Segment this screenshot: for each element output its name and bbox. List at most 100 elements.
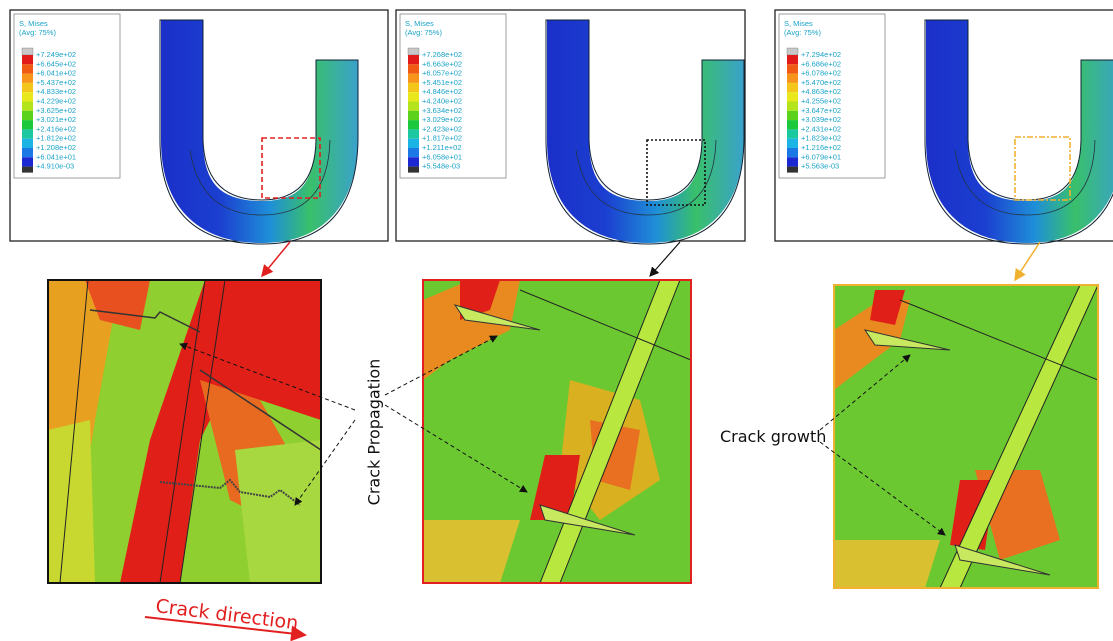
legend-label: +4.846e+02	[422, 87, 462, 96]
annotation: Crack Propagation	[365, 359, 384, 506]
legend-swatch	[22, 148, 33, 157]
legend-swatch	[408, 102, 419, 111]
legend-swatch	[22, 55, 33, 64]
legend-label: +4.863e+02	[801, 87, 841, 96]
legend-subtitle: (Avg: 75%)	[784, 28, 821, 37]
model-panel: S, Mises(Avg: 75%)+7.249e+02+6.645e+02+6…	[10, 10, 388, 244]
legend-label: +3.039e+02	[801, 115, 841, 124]
legend-label: +6.686e+02	[801, 59, 841, 68]
legend-swatch	[787, 129, 798, 138]
legend-swatch	[787, 55, 798, 64]
legend-swatch	[787, 83, 798, 92]
legend-swatch	[22, 120, 33, 129]
legend-label: +6.057e+02	[422, 69, 462, 78]
legend-label: +4.833e+02	[36, 87, 76, 96]
legend-label: +3.625e+02	[36, 106, 76, 115]
legend-swatch	[408, 129, 419, 138]
legend-label: +5.470e+02	[801, 78, 841, 87]
legend-swatch	[408, 83, 419, 92]
legend-swatch	[408, 148, 419, 157]
legend-label: +6.663e+02	[422, 59, 462, 68]
zoom-view	[48, 280, 321, 583]
legend-label: +3.634e+02	[422, 106, 462, 115]
legend-swatch	[22, 167, 33, 173]
legend-label: +1.817e+02	[422, 134, 462, 143]
legend-swatch	[22, 74, 33, 83]
legend-label: +6.645e+02	[36, 59, 76, 68]
legend-swatch	[787, 102, 798, 111]
legend-label: +6.078e+02	[801, 69, 841, 78]
legend-swatch	[787, 64, 798, 73]
legend-label: +1.216e+02	[801, 143, 841, 152]
legend-label: +4.240e+02	[422, 96, 462, 105]
legend-swatch	[22, 83, 33, 92]
legend-label: +7.294e+02	[801, 50, 841, 59]
legend-swatch	[787, 120, 798, 129]
model-panel: S, Mises(Avg: 75%)+7.268e+02+6.663e+02+6…	[396, 10, 745, 244]
legend-swatch	[408, 157, 419, 166]
legend-label: +7.268e+02	[422, 50, 462, 59]
legend-title: S, Mises	[19, 19, 48, 28]
legend-label: +6.079e+01	[801, 152, 841, 161]
legend-label: +2.423e+02	[422, 124, 462, 133]
zoom-view	[423, 280, 691, 583]
legend-swatch	[787, 48, 798, 55]
legend-swatch	[787, 167, 798, 173]
legend-label: +5.437e+02	[36, 78, 76, 87]
legend-label: +6.041e+02	[36, 69, 76, 78]
legend-subtitle: (Avg: 75%)	[405, 28, 442, 37]
legend-swatch	[22, 64, 33, 73]
legend-label: +2.431e+02	[801, 124, 841, 133]
legend-label: +4.255e+02	[801, 96, 841, 105]
annotation: Crack direction	[154, 595, 299, 634]
legend-swatch	[408, 48, 419, 55]
legend-swatch	[787, 74, 798, 83]
legend-label: +1.823e+02	[801, 134, 841, 143]
legend-swatch	[787, 139, 798, 148]
legend-swatch	[22, 157, 33, 166]
legend-swatch	[22, 102, 33, 111]
legend-title: S, Mises	[784, 19, 813, 28]
legend-label: +3.029e+02	[422, 115, 462, 124]
legend-title: S, Mises	[405, 19, 434, 28]
model-panel: S, Mises(Avg: 75%)+7.294e+02+6.686e+02+6…	[775, 10, 1113, 244]
legend-label: +6.058e+01	[422, 152, 462, 161]
figure: S, Mises(Avg: 75%)+7.249e+02+6.645e+02+6…	[0, 0, 1113, 641]
legend-swatch	[22, 48, 33, 55]
model-views: S, Mises(Avg: 75%)+7.249e+02+6.645e+02+6…	[10, 10, 1113, 244]
legend-swatch	[408, 74, 419, 83]
legend-label: +1.812e+02	[36, 134, 76, 143]
legend-swatch	[787, 111, 798, 120]
legend-label: +2.416e+02	[36, 124, 76, 133]
legend-swatch	[408, 92, 419, 101]
legend-swatch	[408, 111, 419, 120]
legend-label: +3.021e+02	[36, 115, 76, 124]
legend-swatch	[408, 120, 419, 129]
zoom-view	[834, 285, 1098, 588]
legend-swatch	[787, 148, 798, 157]
legend-label: +1.208e+02	[36, 143, 76, 152]
arrow	[1015, 242, 1040, 280]
legend-swatch	[787, 92, 798, 101]
legend-swatch	[408, 55, 419, 64]
legend-swatch	[408, 167, 419, 173]
arrow	[262, 242, 290, 276]
legend-label: +4.910e-03	[36, 162, 74, 171]
legend-label: +7.249e+02	[36, 50, 76, 59]
legend-swatch	[22, 111, 33, 120]
legend-label: +3.647e+02	[801, 106, 841, 115]
legend-swatch	[787, 157, 798, 166]
legend-swatch	[408, 139, 419, 148]
legend-label: +5.563e-03	[801, 162, 839, 171]
annotation: Crack growth	[720, 427, 826, 446]
legend-swatch	[22, 92, 33, 101]
legend-label: +6.041e+01	[36, 152, 76, 161]
legend-label: +1.211e+02	[422, 143, 462, 152]
legend-label: +4.229e+02	[36, 96, 76, 105]
legend-label: +5.548e-03	[422, 162, 460, 171]
legend-subtitle: (Avg: 75%)	[19, 28, 56, 37]
arrow	[650, 242, 680, 276]
legend-label: +5.451e+02	[422, 78, 462, 87]
legend-swatch	[408, 64, 419, 73]
legend-swatch	[22, 139, 33, 148]
